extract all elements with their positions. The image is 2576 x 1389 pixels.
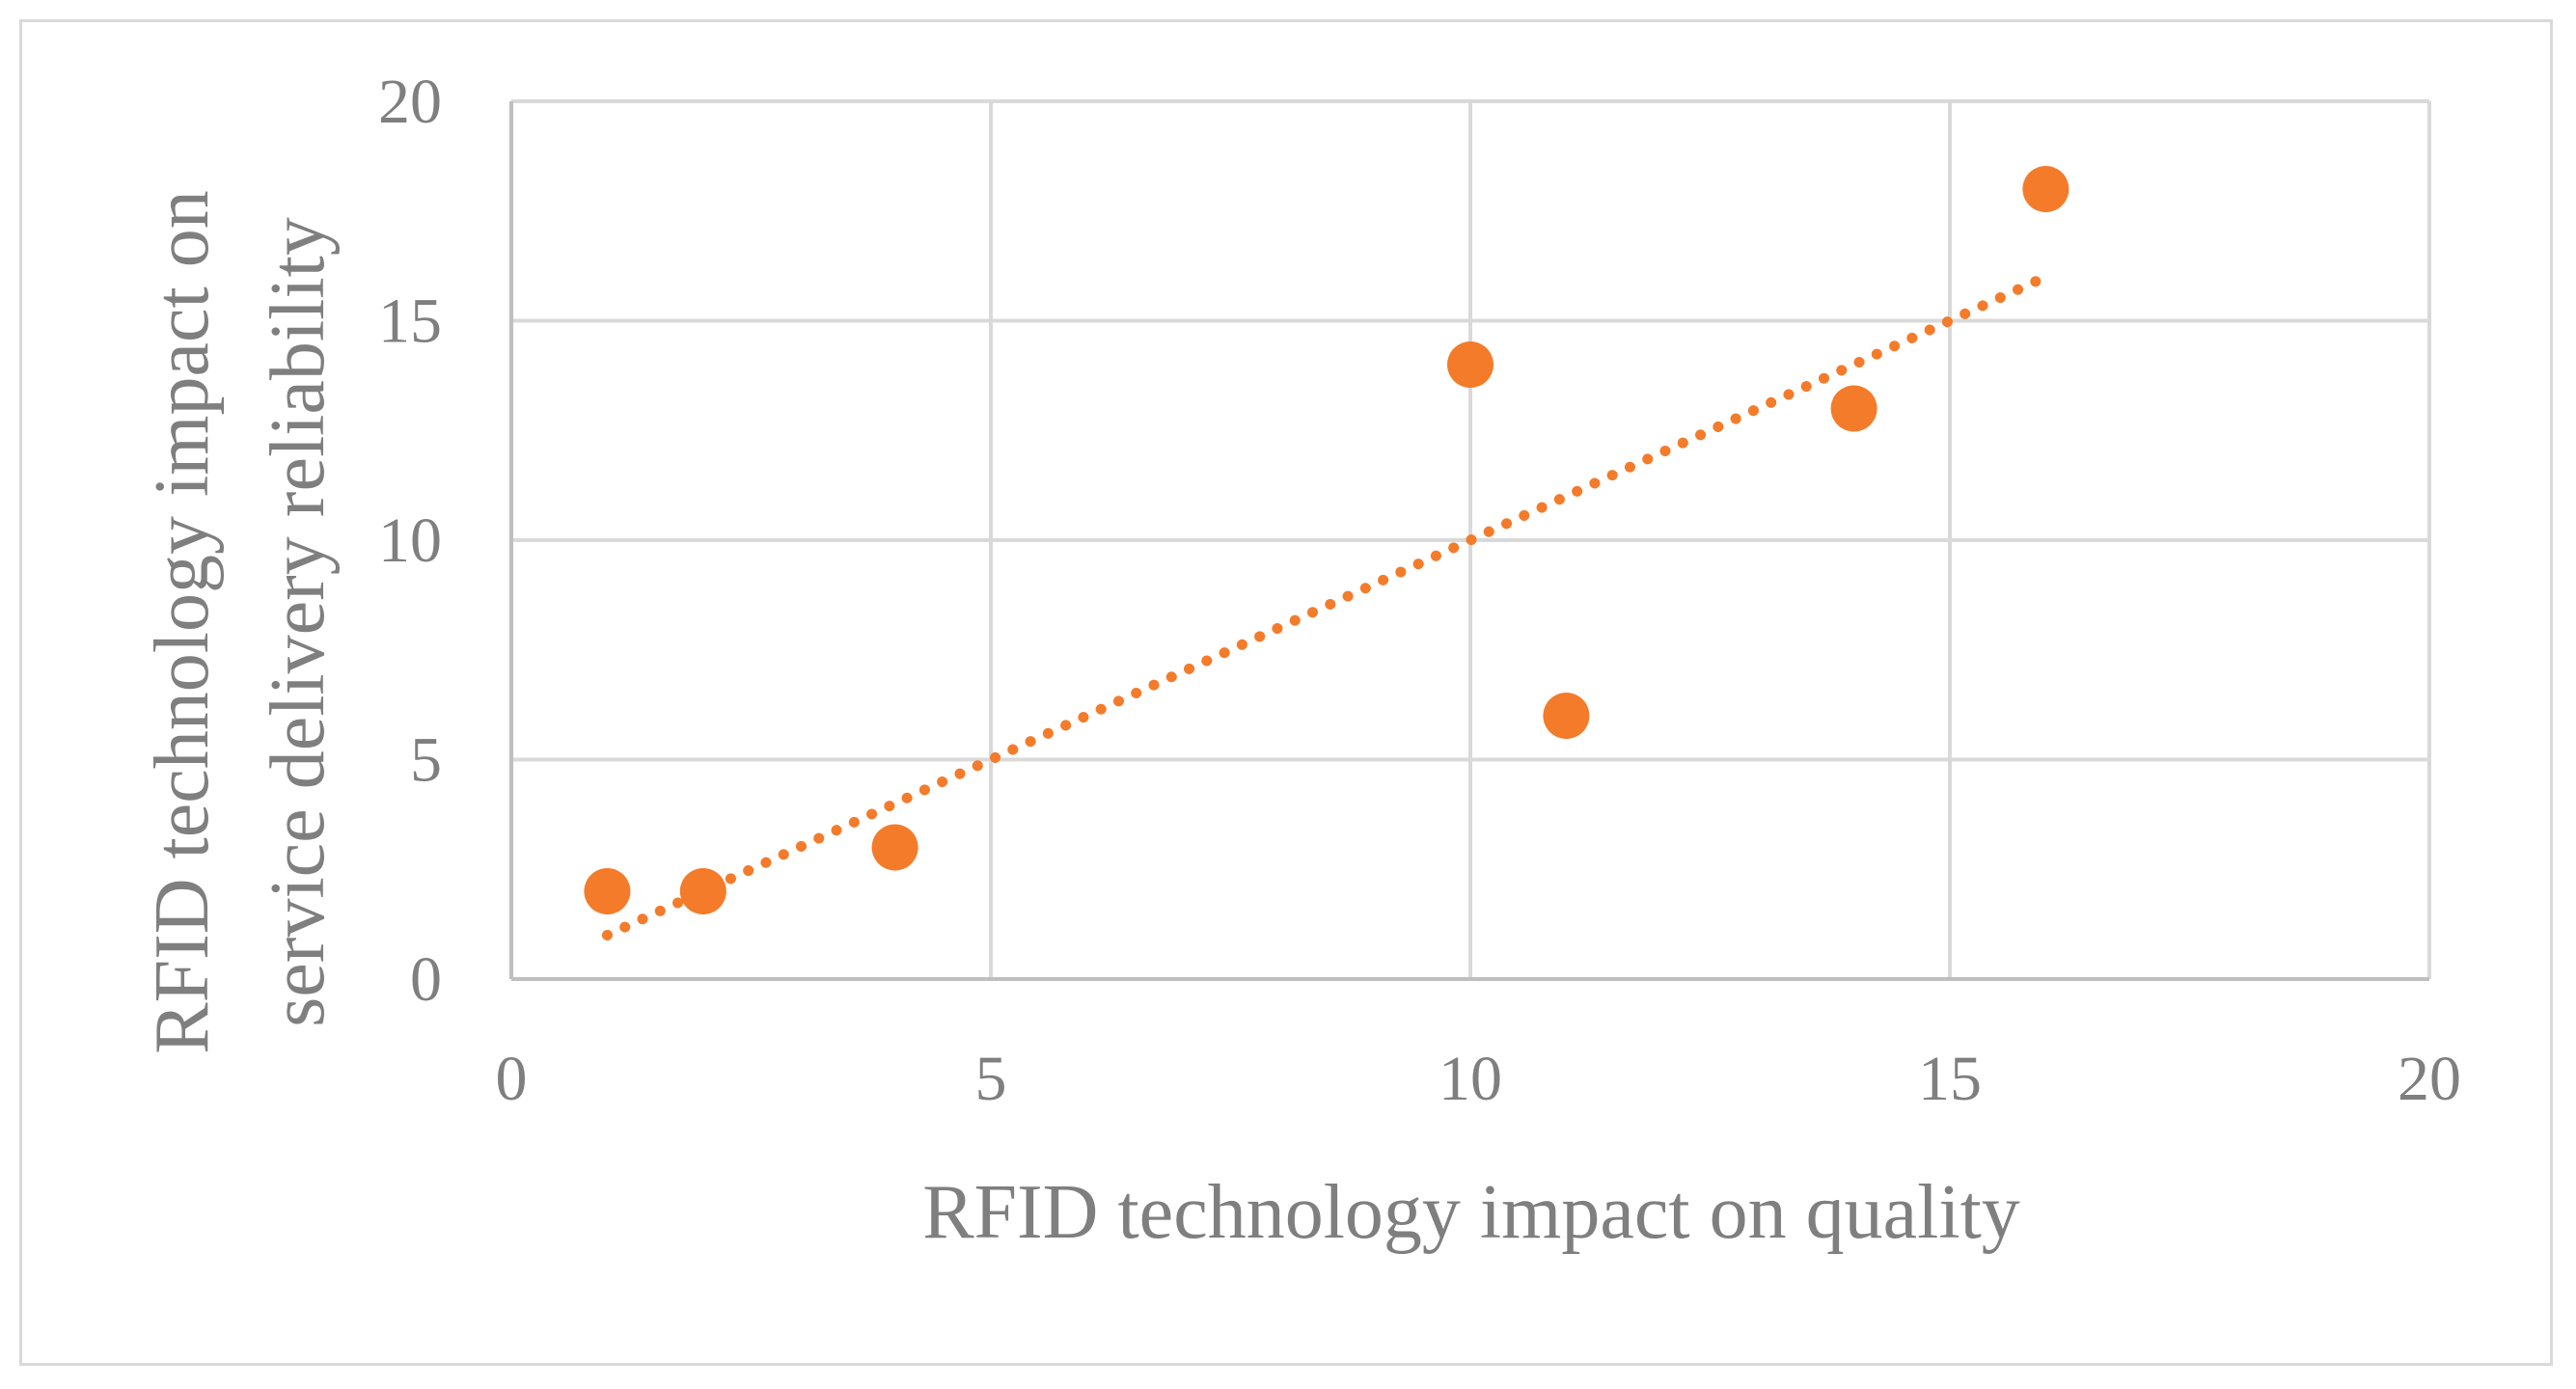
tick-labels: 0 5 10 15 20 0 5 10 15 20 [378,67,2461,1114]
gridlines [509,99,2431,981]
data-point-7 [2022,166,2069,212]
x-tick-label-0: 0 [496,1044,528,1114]
y-tick-label-5: 5 [410,725,442,796]
data-point-6 [1830,385,1877,432]
data-point-4 [1447,341,1494,388]
y-tick-label-20: 20 [378,67,442,137]
y-tick-label-15: 15 [378,286,442,357]
x-tick-label-10: 10 [1439,1044,1502,1114]
trendline [601,271,2051,940]
x-tick-label-20: 20 [2398,1044,2461,1114]
y-axis-title-line-1: RFID technology impact on [140,190,225,1053]
chart-frame [19,19,2553,1366]
y-axis-title: RFID technology impact on service delive… [140,190,341,1053]
data-point-1 [584,868,631,914]
data-points [584,166,2069,914]
y-tick-label-10: 10 [378,505,442,576]
x-axis-title: RFID technology impact on quality [922,1170,2020,1255]
y-tick-label-0: 0 [410,944,442,1015]
x-tick-label-5: 5 [975,1044,1007,1114]
data-point-2 [679,868,726,914]
data-point-3 [871,824,918,871]
x-tick-label-15: 15 [1918,1044,1982,1114]
y-axis-title-line-2: service delivery reliability [256,217,341,1027]
trendline-layer [601,271,2051,940]
data-point-5 [1543,693,1590,739]
